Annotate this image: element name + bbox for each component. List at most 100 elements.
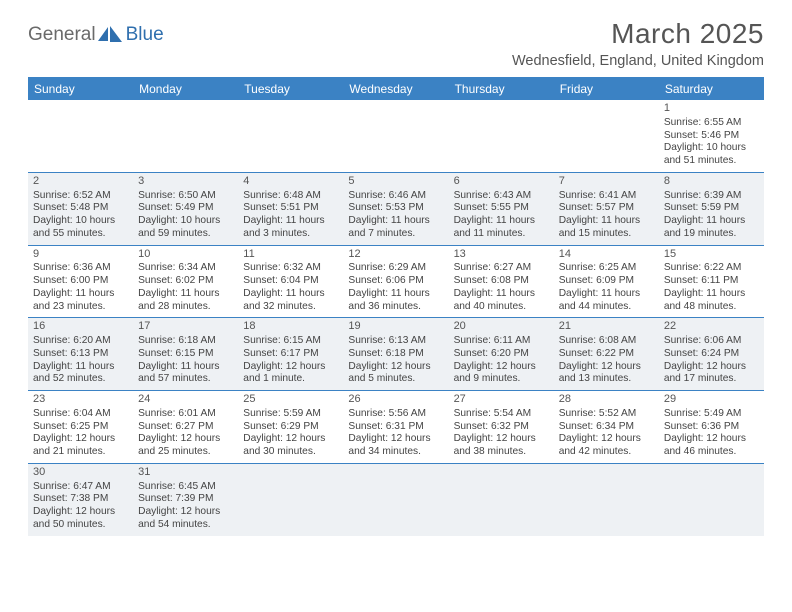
- day-number: 15: [664, 248, 759, 262]
- calendar-day: 14Sunrise: 6:25 AMSunset: 6:09 PMDayligh…: [554, 246, 659, 318]
- day-info-line: Sunset: 6:32 PM: [454, 421, 549, 434]
- day-info-line: and 28 minutes.: [138, 301, 233, 314]
- day-info-line: Sunset: 6:27 PM: [138, 421, 233, 434]
- day-info-line: Sunset: 6:09 PM: [559, 275, 654, 288]
- day-info-line: and 19 minutes.: [664, 228, 759, 241]
- calendar-day: 20Sunrise: 6:11 AMSunset: 6:20 PMDayligh…: [449, 318, 554, 390]
- day-info-line: and 48 minutes.: [664, 301, 759, 314]
- calendar-week: 16Sunrise: 6:20 AMSunset: 6:13 PMDayligh…: [28, 318, 764, 391]
- day-info-line: Daylight: 12 hours: [559, 433, 654, 446]
- calendar-empty: [449, 100, 554, 172]
- day-info-line: and 9 minutes.: [454, 373, 549, 386]
- day-info-line: Sunrise: 5:56 AM: [348, 408, 443, 421]
- logo: General Blue: [28, 18, 164, 46]
- day-info-line: Sunrise: 6:34 AM: [138, 262, 233, 275]
- day-number: 9: [33, 248, 128, 262]
- day-info-line: Daylight: 12 hours: [664, 433, 759, 446]
- day-info-line: Sunset: 6:11 PM: [664, 275, 759, 288]
- day-info-line: Daylight: 11 hours: [138, 288, 233, 301]
- day-info-line: Daylight: 12 hours: [33, 433, 128, 446]
- page-subtitle: Wednesfield, England, United Kingdom: [512, 53, 764, 69]
- calendar-day: 17Sunrise: 6:18 AMSunset: 6:15 PMDayligh…: [133, 318, 238, 390]
- day-header-cell: Tuesday: [238, 79, 343, 100]
- calendar-empty: [449, 464, 554, 536]
- day-info-line: Daylight: 12 hours: [454, 433, 549, 446]
- calendar-empty: [238, 100, 343, 172]
- day-info-line: Sunrise: 6:15 AM: [243, 335, 338, 348]
- day-info-line: Daylight: 12 hours: [33, 506, 128, 519]
- day-info-line: Sunrise: 5:52 AM: [559, 408, 654, 421]
- day-info-line: Sunset: 6:17 PM: [243, 348, 338, 361]
- day-info-line: Daylight: 11 hours: [664, 215, 759, 228]
- day-number: 11: [243, 248, 338, 262]
- calendar-day: 1Sunrise: 6:55 AMSunset: 5:46 PMDaylight…: [659, 100, 764, 172]
- day-info-line: Daylight: 11 hours: [33, 288, 128, 301]
- day-info-line: Sunset: 6:18 PM: [348, 348, 443, 361]
- day-info-line: and 34 minutes.: [348, 446, 443, 459]
- calendar-day: 7Sunrise: 6:41 AMSunset: 5:57 PMDaylight…: [554, 173, 659, 245]
- day-number: 19: [348, 320, 443, 334]
- day-number: 1: [664, 102, 759, 116]
- day-info-line: Daylight: 11 hours: [243, 215, 338, 228]
- calendar-day: 31Sunrise: 6:45 AMSunset: 7:39 PMDayligh…: [133, 464, 238, 536]
- day-info-line: Sunset: 5:59 PM: [664, 202, 759, 215]
- day-number: 20: [454, 320, 549, 334]
- day-header-cell: Saturday: [659, 79, 764, 100]
- day-info-line: Sunrise: 6:13 AM: [348, 335, 443, 348]
- calendar-day: 13Sunrise: 6:27 AMSunset: 6:08 PMDayligh…: [449, 246, 554, 318]
- calendar-day: 22Sunrise: 6:06 AMSunset: 6:24 PMDayligh…: [659, 318, 764, 390]
- day-info-line: and 38 minutes.: [454, 446, 549, 459]
- logo-text-part1: General: [28, 24, 96, 46]
- day-info-line: Daylight: 11 hours: [454, 215, 549, 228]
- day-info-line: Daylight: 12 hours: [559, 361, 654, 374]
- day-info-line: Sunrise: 5:54 AM: [454, 408, 549, 421]
- day-info-line: Sunset: 6:06 PM: [348, 275, 443, 288]
- day-info-line: Daylight: 12 hours: [243, 361, 338, 374]
- day-info-line: Sunset: 6:24 PM: [664, 348, 759, 361]
- day-number: 16: [33, 320, 128, 334]
- day-number: 27: [454, 393, 549, 407]
- day-info-line: Sunrise: 6:45 AM: [138, 481, 233, 494]
- day-number: 29: [664, 393, 759, 407]
- calendar-day: 26Sunrise: 5:56 AMSunset: 6:31 PMDayligh…: [343, 391, 448, 463]
- day-header-cell: Wednesday: [343, 79, 448, 100]
- calendar-week: 30Sunrise: 6:47 AMSunset: 7:38 PMDayligh…: [28, 464, 764, 536]
- day-info-line: Daylight: 10 hours: [33, 215, 128, 228]
- calendar-day: 27Sunrise: 5:54 AMSunset: 6:32 PMDayligh…: [449, 391, 554, 463]
- day-number: 26: [348, 393, 443, 407]
- day-info-line: and 11 minutes.: [454, 228, 549, 241]
- day-number: 21: [559, 320, 654, 334]
- day-info-line: Daylight: 12 hours: [138, 433, 233, 446]
- day-info-line: Sunset: 5:46 PM: [664, 130, 759, 143]
- day-number: 3: [138, 175, 233, 189]
- calendar-day: 28Sunrise: 5:52 AMSunset: 6:34 PMDayligh…: [554, 391, 659, 463]
- calendar-day: 19Sunrise: 6:13 AMSunset: 6:18 PMDayligh…: [343, 318, 448, 390]
- day-info-line: Daylight: 11 hours: [454, 288, 549, 301]
- day-info-line: Sunrise: 6:36 AM: [33, 262, 128, 275]
- page-title: March 2025: [512, 18, 764, 50]
- day-info-line: Sunrise: 6:08 AM: [559, 335, 654, 348]
- calendar-day: 9Sunrise: 6:36 AMSunset: 6:00 PMDaylight…: [28, 246, 133, 318]
- day-info-line: Sunset: 5:48 PM: [33, 202, 128, 215]
- day-info-line: Sunrise: 5:49 AM: [664, 408, 759, 421]
- day-info-line: and 55 minutes.: [33, 228, 128, 241]
- day-info-line: Daylight: 12 hours: [138, 506, 233, 519]
- day-info-line: Daylight: 11 hours: [33, 361, 128, 374]
- calendar-day: 24Sunrise: 6:01 AMSunset: 6:27 PMDayligh…: [133, 391, 238, 463]
- day-header-cell: Monday: [133, 79, 238, 100]
- day-info-line: Sunset: 6:08 PM: [454, 275, 549, 288]
- day-info-line: and 7 minutes.: [348, 228, 443, 241]
- day-info-line: Sunrise: 6:55 AM: [664, 117, 759, 130]
- day-info-line: and 59 minutes.: [138, 228, 233, 241]
- calendar-empty: [238, 464, 343, 536]
- day-info-line: Daylight: 10 hours: [664, 142, 759, 155]
- day-number: 10: [138, 248, 233, 262]
- day-info-line: and 30 minutes.: [243, 446, 338, 459]
- calendar-day: 25Sunrise: 5:59 AMSunset: 6:29 PMDayligh…: [238, 391, 343, 463]
- day-info-line: Sunset: 6:02 PM: [138, 275, 233, 288]
- day-info-line: Sunset: 5:51 PM: [243, 202, 338, 215]
- logo-sail-icon: [98, 27, 108, 41]
- day-info-line: Sunrise: 5:59 AM: [243, 408, 338, 421]
- day-header-cell: Friday: [554, 79, 659, 100]
- calendar-day: 5Sunrise: 6:46 AMSunset: 5:53 PMDaylight…: [343, 173, 448, 245]
